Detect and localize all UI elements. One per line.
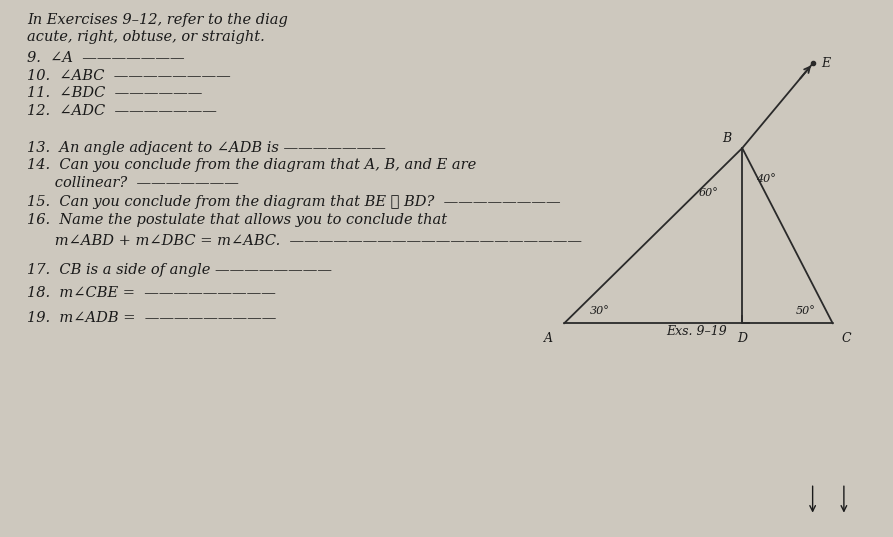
Text: A: A xyxy=(544,332,553,345)
Text: D: D xyxy=(738,332,747,345)
Text: In Exercises 9–12, refer to the diag: In Exercises 9–12, refer to the diag xyxy=(27,13,288,27)
Text: 13.  An angle adjacent to ∠ADB is ———————: 13. An angle adjacent to ∠ADB is ——————— xyxy=(27,141,386,155)
Text: 60°: 60° xyxy=(698,187,718,198)
Text: 19.  m∠ADB =  —————————: 19. m∠ADB = ————————— xyxy=(27,311,276,325)
Text: Exs. 9–19: Exs. 9–19 xyxy=(666,325,727,338)
Text: acute, right, obtuse, or straight.: acute, right, obtuse, or straight. xyxy=(27,30,264,43)
Text: 16.  Name the postulate that allows you to conclude that: 16. Name the postulate that allows you t… xyxy=(27,213,446,227)
Text: 30°: 30° xyxy=(589,306,609,316)
Text: 15.  Can you conclude from the diagram that BE ≅ BD?  ————————: 15. Can you conclude from the diagram th… xyxy=(27,195,561,209)
Text: 9.  ∠A  ———————: 9. ∠A ——————— xyxy=(27,51,185,65)
Text: 17.  CB is a side of angle ————————: 17. CB is a side of angle ———————— xyxy=(27,263,332,277)
Text: 18.  m∠CBE =  —————————: 18. m∠CBE = ————————— xyxy=(27,286,276,300)
Text: 12.  ∠ADC  ———————: 12. ∠ADC ——————— xyxy=(27,104,217,118)
Text: E: E xyxy=(822,57,830,70)
Text: 11.  ∠BDC  ——————: 11. ∠BDC —————— xyxy=(27,86,202,100)
Text: m∠ABD + m∠DBC = m∠ABC.  ————————————————————: m∠ABD + m∠DBC = m∠ABC. —————————————————… xyxy=(27,234,582,248)
Text: 40°: 40° xyxy=(756,173,776,184)
Text: C: C xyxy=(841,332,851,345)
Text: 50°: 50° xyxy=(796,306,816,316)
Text: collinear?  ———————: collinear? ——————— xyxy=(27,176,238,190)
Text: 14.  Can you conclude from the diagram that A, B, and E are: 14. Can you conclude from the diagram th… xyxy=(27,158,476,172)
Text: B: B xyxy=(722,132,731,145)
Text: 10.  ∠ABC  ————————: 10. ∠ABC ———————— xyxy=(27,69,230,83)
